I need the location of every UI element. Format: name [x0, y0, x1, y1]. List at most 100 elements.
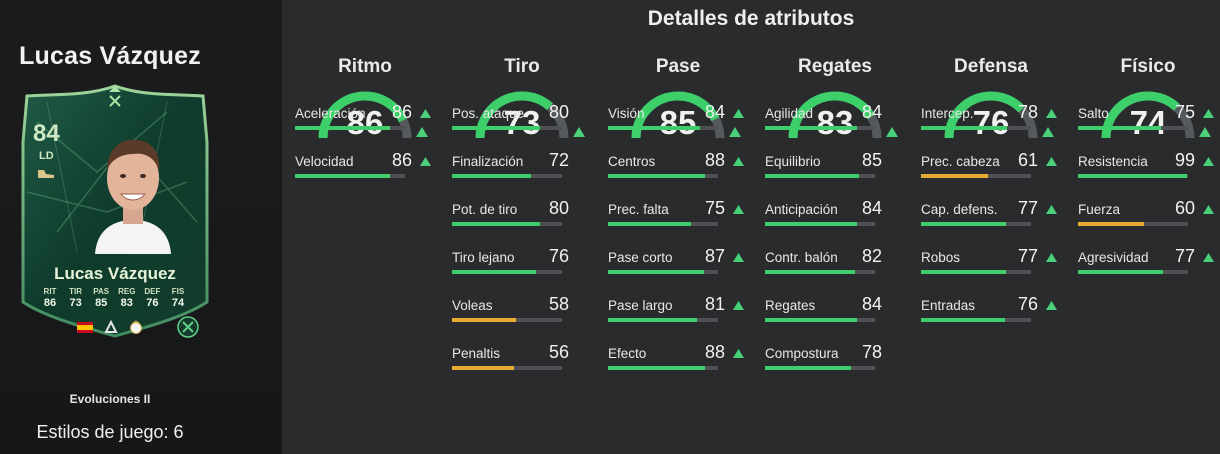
page-title: Detalles de atributos — [647, 7, 855, 30]
card-stat-value: 83 — [120, 297, 133, 309]
attribute-row[interactable]: Pase largo 81 — [608, 292, 748, 334]
player-card[interactable]: 84 LD Lucas Vázquez RIT 86 TIR 73 PAS 85 RE… — [17, 82, 213, 340]
attribute-row[interactable]: Efecto 88 — [608, 340, 748, 382]
category-title: Físico — [1120, 56, 1176, 77]
up-arrow-icon — [573, 127, 585, 137]
category-gauge — [788, 91, 882, 139]
attribute-bar — [921, 270, 1031, 274]
category-0: Ritmo 86 Aceleración 86 Velocidad 86 — [295, 56, 435, 454]
up-arrow-icon — [733, 349, 744, 358]
category-title: Ritmo — [338, 56, 392, 77]
attribute-value: 58 — [548, 294, 569, 314]
card-stat-value: 74 — [171, 297, 185, 309]
attribute-value: 88 — [704, 342, 725, 362]
attribute-row[interactable]: Equilibrio 85 — [765, 148, 905, 190]
attribute-row[interactable]: Anticipación 84 — [765, 196, 905, 238]
attribute-row[interactable]: Tiro lejano 76 — [452, 244, 592, 286]
attribute-row[interactable]: Centros 88 — [608, 148, 748, 190]
attribute-name: Aceleración — [295, 106, 366, 121]
player-portrait — [95, 139, 171, 254]
attribute-bar — [921, 126, 1031, 130]
up-arrow-icon — [733, 253, 744, 262]
card-position: LD — [39, 150, 54, 162]
attribute-row[interactable]: Visión 84 — [608, 100, 748, 142]
up-arrow-icon — [1046, 301, 1057, 310]
card-stat-label: RIT — [43, 287, 57, 296]
attribute-value: 82 — [861, 246, 882, 266]
attribute-bar-fill — [765, 318, 858, 322]
attribute-row[interactable]: Intercep. 78 — [921, 100, 1061, 142]
up-arrow-icon — [1203, 205, 1214, 214]
attribute-row[interactable]: Aceleración 86 — [295, 100, 435, 142]
attribute-bar — [608, 270, 718, 274]
attribute-name: Contr. balón — [765, 250, 838, 265]
attribute-value: 72 — [548, 150, 569, 170]
card-stat: FIS 74 — [167, 287, 189, 309]
attribute-name: Prec. falta — [608, 202, 669, 217]
attribute-row[interactable]: Robos 77 — [921, 244, 1061, 286]
card-stat: TIR 73 — [65, 287, 87, 309]
attribute-value: 84 — [861, 294, 882, 314]
attribute-value: 78 — [1017, 102, 1038, 122]
up-arrow-icon — [733, 109, 744, 118]
attribute-row[interactable]: Resistencia 99 — [1078, 148, 1218, 190]
attribute-name: Agresividad — [1078, 250, 1149, 265]
attribute-bar — [1078, 126, 1188, 130]
gauge-fill — [631, 91, 725, 139]
attribute-row[interactable]: Finalización 72 — [452, 148, 592, 190]
card-stat-label: PAS — [93, 287, 110, 296]
category-gauge — [318, 91, 412, 139]
attribute-bar — [452, 222, 562, 226]
card-stat-value: 86 — [43, 297, 57, 309]
up-arrow-icon — [733, 301, 744, 310]
attribute-row[interactable]: Agresividad 77 — [1078, 244, 1218, 286]
attribute-bar-fill — [921, 318, 1005, 322]
card-stat-label: FIS — [171, 287, 185, 296]
attribute-value: 77 — [1017, 198, 1038, 218]
up-arrow-icon — [1203, 253, 1214, 262]
attribute-name: Salto — [1078, 106, 1109, 121]
attribute-bar — [295, 174, 405, 178]
attribute-row[interactable]: Entradas 76 — [921, 292, 1061, 334]
card-stat-value: 73 — [69, 297, 82, 309]
attribute-row[interactable]: Compostura 78 — [765, 340, 905, 382]
attribute-row[interactable]: Velocidad 86 — [295, 148, 435, 190]
boot-icon — [38, 170, 54, 178]
attribute-row[interactable]: Fuerza 60 — [1078, 196, 1218, 238]
attribute-bar — [765, 270, 875, 274]
card-frame — [21, 84, 209, 338]
attribute-row[interactable]: Pos. ataque 80 — [452, 100, 592, 142]
attribute-value: 80 — [548, 198, 569, 218]
attribute-row[interactable]: Prec. cabeza 61 — [921, 148, 1061, 190]
attribute-row[interactable]: Contr. balón 82 — [765, 244, 905, 286]
category-rating: 74 — [1129, 104, 1167, 141]
category-4: Defensa 76 Intercep. 78 Prec. cabeza 61 Cap. d… — [921, 56, 1061, 454]
attribute-bar-fill — [1078, 270, 1163, 274]
attribute-bar-fill — [295, 174, 390, 178]
card-stat-label: TIR — [69, 287, 83, 296]
attribute-row[interactable]: Voleas 58 — [452, 292, 592, 334]
attribute-row[interactable]: Cap. defens. 77 — [921, 196, 1061, 238]
attribute-row[interactable]: Salto 75 — [1078, 100, 1218, 142]
playstyles-count[interactable]: Estilos de juego: 6 — [36, 422, 184, 442]
card-badges — [77, 320, 143, 334]
up-arrow-icon — [1046, 109, 1057, 118]
attribute-bar-fill — [765, 270, 856, 274]
attribute-row[interactable]: Pot. de tiro 80 — [452, 196, 592, 238]
evolution-icon — [177, 316, 199, 338]
category-rating: 85 — [659, 104, 697, 141]
attribute-bar — [608, 318, 718, 322]
up-arrow-icon — [1046, 253, 1057, 262]
gauge-fill — [1101, 91, 1195, 139]
attribute-row[interactable]: Pase corto 87 — [608, 244, 748, 286]
category-title: Regates — [798, 56, 872, 77]
attribute-row[interactable]: Agilidad 84 — [765, 100, 905, 142]
up-arrow-icon — [416, 127, 428, 137]
player-name: Lucas Vázquez — [19, 42, 201, 70]
attribute-row[interactable]: Prec. falta 75 — [608, 196, 748, 238]
attribute-bar-fill — [608, 222, 691, 226]
attribute-row[interactable]: Penaltis 56 — [452, 340, 592, 382]
attribute-name: Cap. defens. — [921, 202, 998, 217]
attribute-value: 76 — [1017, 294, 1038, 314]
attribute-row[interactable]: Regates 84 — [765, 292, 905, 334]
